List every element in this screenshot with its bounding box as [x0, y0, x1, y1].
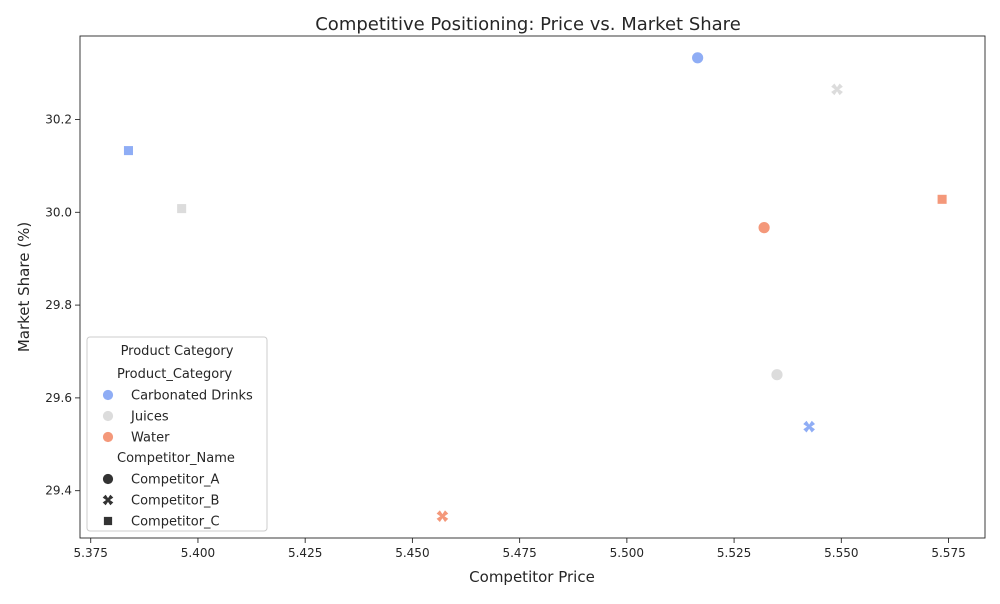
- legend: Product Category Product_Category Carbona…: [86, 336, 268, 532]
- legend-title: Product Category: [121, 344, 234, 359]
- data-point: [176, 203, 187, 214]
- legend-entry-label: Competitor_A: [131, 473, 220, 488]
- legend-frame: [86, 336, 268, 532]
- chart-title: Competitive Positioning: Price vs. Marke…: [315, 14, 741, 35]
- legend-style-title: Competitor_Name: [117, 451, 235, 466]
- x-tick-label: 5.400: [181, 546, 215, 560]
- plot-area: 5.375 5.400 5.425 5.450 5.475 5.500 5.525 5.550…: [45, 35, 986, 560]
- y-axis-title: Market Share (%): [15, 222, 33, 352]
- x-tick-label: 5.575: [931, 546, 965, 560]
- x-tick-label: 5.475: [502, 546, 536, 560]
- data-points: [123, 51, 948, 523]
- x-axis-title: Competitor Price: [469, 568, 595, 586]
- data-point: [691, 51, 705, 65]
- y-tick-label: 29.8: [45, 298, 72, 312]
- y-tick-label: 29.4: [45, 484, 72, 498]
- x-tick-label: 5.525: [717, 546, 751, 560]
- data-point: [802, 419, 816, 434]
- x-tick-label: 5.375: [74, 546, 108, 560]
- y-tick-label: 30.2: [45, 113, 72, 127]
- legend-items: Product_Category Carbonated Drinks Juices W…: [101, 367, 253, 530]
- data-point: [435, 509, 450, 523]
- legend-entry-label: Carbonated Drinks: [131, 389, 253, 404]
- data-point: [123, 145, 134, 156]
- legend-entry-label: Water: [131, 431, 170, 446]
- x-tick-label: 5.450: [395, 546, 429, 560]
- legend-entry-marker: [103, 516, 113, 526]
- legend-hue-title: Product_Category: [117, 367, 233, 382]
- y-tick-label: 29.6: [45, 391, 72, 405]
- legend-entry-label: Juices: [130, 410, 169, 425]
- legend-entry-label: Competitor_B: [131, 494, 219, 509]
- data-point: [757, 221, 771, 235]
- y-tick-label: 30.0: [45, 205, 72, 219]
- y-axis: 29.4 29.6 29.8 30.0 30.2: [45, 113, 80, 498]
- legend-entry-marker: [102, 431, 114, 443]
- legend-entry-marker: [101, 493, 115, 507]
- legend-entry-label: Competitor_C: [131, 515, 220, 530]
- data-point: [770, 368, 784, 382]
- data-point: [830, 82, 844, 97]
- legend-entry-marker: [102, 389, 114, 401]
- x-axis: 5.375 5.400 5.425 5.450 5.475 5.500 5.525 5.550…: [74, 538, 966, 560]
- legend-entry-marker: [102, 410, 114, 422]
- legend-entry-marker: [102, 473, 114, 485]
- x-tick-label: 5.425: [288, 546, 322, 560]
- x-tick-label: 5.550: [824, 546, 858, 560]
- plot-frame: [79, 35, 986, 539]
- data-point: [936, 193, 948, 205]
- x-tick-label: 5.500: [610, 546, 644, 560]
